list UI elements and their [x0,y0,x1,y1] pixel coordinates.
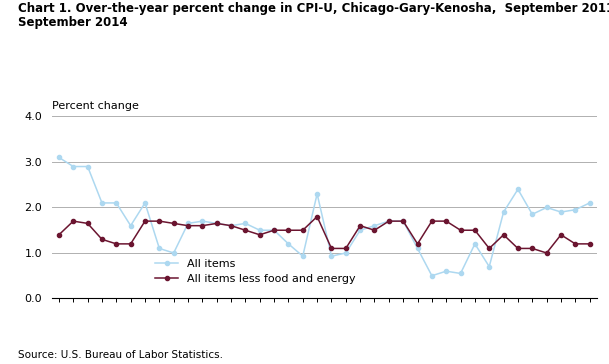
All items less food and energy [529,246,536,250]
All items less food and energy [543,251,551,255]
All items [342,251,350,255]
All items [356,228,364,233]
All items [529,212,536,217]
All items [113,201,120,205]
All items [199,219,206,223]
All items [586,201,593,205]
All items [471,242,479,246]
All items less food and energy [356,223,364,228]
All items less food and energy [156,219,163,223]
All items [428,274,435,278]
All items less food and energy [170,221,177,226]
All items [485,264,493,269]
All items [270,228,278,233]
All items less food and energy [385,219,392,223]
All items less food and energy [98,237,105,242]
All items less food and energy [557,233,565,237]
All items [127,223,135,228]
All items less food and energy [328,246,335,250]
All items [314,191,321,196]
All items [141,201,149,205]
All items [414,246,421,250]
Legend: All items, All items less food and energy: All items, All items less food and energ… [155,259,355,284]
All items less food and energy [342,246,350,250]
All items less food and energy [242,228,249,233]
All items less food and energy [185,223,192,228]
Text: September 2014: September 2014 [18,16,128,29]
All items less food and energy [514,246,521,250]
All items [256,228,264,233]
All items [242,221,249,226]
Line: All items: All items [57,155,592,278]
All items less food and energy [500,233,507,237]
All items less food and energy [586,242,593,246]
All items less food and energy [84,221,91,226]
All items [457,271,464,276]
All items less food and energy [199,223,206,228]
All items [84,165,91,169]
All items [69,165,77,169]
All items less food and energy [213,221,220,226]
All items [371,223,378,228]
All items less food and energy [485,246,493,250]
All items [156,246,163,250]
All items [572,207,579,212]
All items [557,210,565,214]
All items [385,219,392,223]
All items [55,155,63,159]
All items less food and energy [127,242,135,246]
All items less food and energy [270,228,278,233]
All items [299,254,306,258]
All items less food and energy [371,228,378,233]
All items [500,210,507,214]
All items less food and energy [141,219,149,223]
All items less food and energy [69,219,77,223]
Line: All items less food and energy: All items less food and energy [57,214,592,255]
All items less food and energy [227,223,234,228]
All items less food and energy [414,242,421,246]
All items [170,251,177,255]
All items less food and energy [55,233,63,237]
All items [514,187,521,191]
All items less food and energy [285,228,292,233]
All items less food and energy [400,219,407,223]
All items [285,242,292,246]
Text: Source: U.S. Bureau of Labor Statistics.: Source: U.S. Bureau of Labor Statistics. [18,351,224,360]
Text: Percent change: Percent change [52,101,139,111]
All items [213,221,220,226]
All items [400,219,407,223]
All items less food and energy [256,233,264,237]
All items [443,269,450,273]
All items less food and energy [457,228,464,233]
All items less food and energy [113,242,120,246]
All items [227,223,234,228]
All items less food and energy [428,219,435,223]
All items less food and energy [299,228,306,233]
All items less food and energy [314,214,321,219]
All items less food and energy [443,219,450,223]
All items less food and energy [572,242,579,246]
All items less food and energy [471,228,479,233]
All items [328,254,335,258]
All items [185,221,192,226]
Text: Chart 1. Over-the-year percent change in CPI-U, Chicago-Gary-Kenosha,  September: Chart 1. Over-the-year percent change in… [18,2,609,15]
All items [543,205,551,210]
All items [98,201,105,205]
